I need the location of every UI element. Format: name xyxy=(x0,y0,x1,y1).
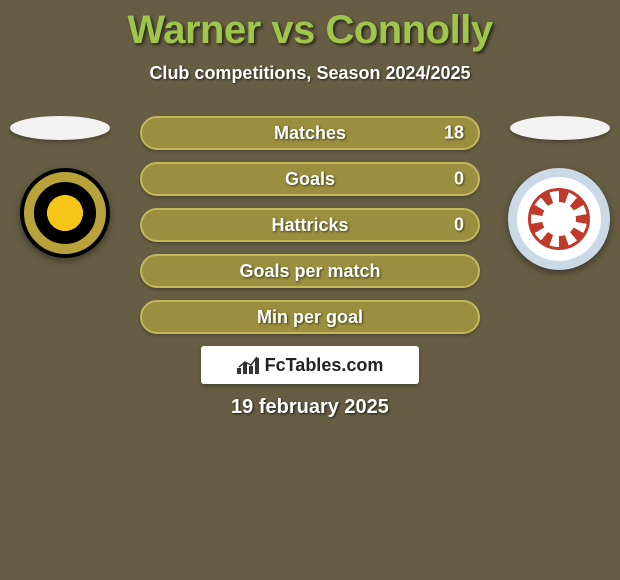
stat-value-right: 0 xyxy=(454,169,464,190)
bars-icon xyxy=(237,356,259,374)
right-player-oval xyxy=(510,116,610,140)
stat-row: Min per goal xyxy=(140,300,480,334)
lion-icon xyxy=(528,188,590,250)
stat-label: Min per goal xyxy=(257,307,363,328)
shield-icon xyxy=(24,172,106,254)
right-team-crest xyxy=(508,168,610,270)
stat-value-right: 18 xyxy=(444,123,464,144)
left-team-crest xyxy=(20,168,110,258)
stat-label: Matches xyxy=(274,123,346,144)
brand-badge: FcTables.com xyxy=(201,346,419,384)
comparison-card: Warner vs Connolly Club competitions, Se… xyxy=(0,0,620,580)
stat-label: Goals xyxy=(285,169,335,190)
page-title: Warner vs Connolly xyxy=(0,8,620,53)
brand-text: FcTables.com xyxy=(265,355,384,376)
stats-list: Matches 18 Goals 0 Hattricks 0 Goals per match… xyxy=(140,116,480,334)
stat-row: Goals 0 xyxy=(140,162,480,196)
stat-row: Matches 18 xyxy=(140,116,480,150)
stat-value-right: 0 xyxy=(454,215,464,236)
date-text: 19 february 2025 xyxy=(0,396,620,419)
left-player-oval xyxy=(10,116,110,140)
stat-label: Goals per match xyxy=(239,261,380,282)
stat-row: Goals per match xyxy=(140,254,480,288)
subtitle: Club competitions, Season 2024/2025 xyxy=(0,63,620,84)
main-area: Matches 18 Goals 0 Hattricks 0 Goals per match… xyxy=(0,116,620,419)
stat-label: Hattricks xyxy=(271,215,348,236)
stat-row: Hattricks 0 xyxy=(140,208,480,242)
